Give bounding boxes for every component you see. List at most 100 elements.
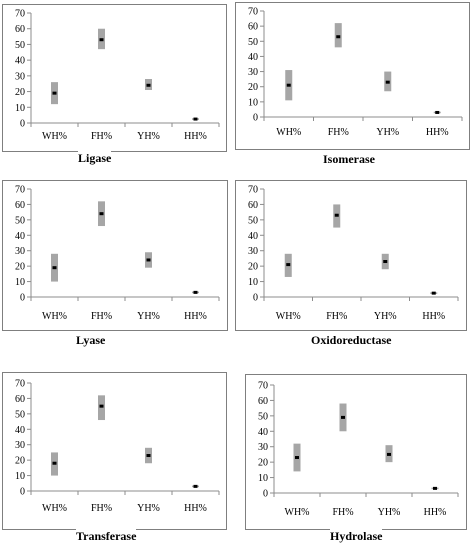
y-tick-label: 30 bbox=[15, 71, 25, 82]
chart-oxidoreductase: 0 10 20 30 40 50 60 70 WH% FH% YH% HH% bbox=[248, 185, 459, 322]
y-tick-label: 10 bbox=[258, 473, 268, 484]
y-tick-label: 0 bbox=[20, 487, 25, 498]
x-tick-label: WH% bbox=[42, 503, 67, 514]
mean-marker bbox=[193, 117, 198, 121]
chart-hydrolase: 0 10 20 30 40 50 60 70 WH% FH% YH% HH% bbox=[258, 381, 459, 518]
y-tick-label: 70 bbox=[258, 381, 268, 392]
chart-panel-hydrolase: 0 10 20 30 40 50 60 70 WH% FH% YH% HH% bbox=[245, 374, 467, 530]
chart-title-transferase: Transferase bbox=[76, 529, 137, 543]
y-tick-label: 20 bbox=[248, 262, 258, 273]
y-tick-label: 0 bbox=[20, 119, 25, 130]
x-tick-label: HH% bbox=[184, 503, 207, 514]
x-tick-label: FH% bbox=[91, 503, 112, 514]
y-tick-label: 30 bbox=[248, 246, 258, 257]
y-tick-label: 70 bbox=[15, 185, 25, 196]
mean-marker bbox=[433, 486, 437, 490]
chart-title-ligase: Ligase bbox=[78, 151, 112, 165]
mean-marker bbox=[146, 83, 151, 87]
x-tick-label: FH% bbox=[326, 311, 347, 322]
y-tick-label: 50 bbox=[15, 409, 25, 420]
mean-marker bbox=[52, 461, 57, 465]
chart-panel-lyase: 0 10 20 30 40 50 60 70 WH% FH% YH% HH% bbox=[2, 180, 228, 331]
y-tick-label: 20 bbox=[248, 82, 258, 93]
chart-transferase: 0 10 20 30 40 50 60 70 WH% FH% YH% HH% bbox=[15, 379, 220, 514]
y-tick-label: 70 bbox=[15, 9, 25, 20]
x-tick-label: HH% bbox=[184, 131, 207, 142]
y-tick-label: 20 bbox=[15, 456, 25, 467]
y-tick-label: 20 bbox=[15, 87, 25, 98]
chart-title-hydrolase: Hydrolase bbox=[330, 529, 383, 543]
range-bar bbox=[334, 23, 342, 48]
y-tick-label: 10 bbox=[15, 277, 25, 288]
y-tick-label: 50 bbox=[248, 37, 258, 48]
x-tick-label: YH% bbox=[378, 507, 401, 518]
mean-marker bbox=[336, 35, 341, 39]
y-tick-label: 70 bbox=[248, 7, 258, 18]
y-tick-label: 10 bbox=[248, 97, 258, 108]
chart-lyase: 0 10 20 30 40 50 60 70 WH% FH% YH% HH% bbox=[15, 185, 220, 322]
mean-marker bbox=[52, 266, 57, 270]
x-tick-label: WH% bbox=[42, 131, 67, 142]
y-tick-label: 40 bbox=[15, 425, 25, 436]
chart-panel-ligase: 0 10 20 30 40 50 60 70 WH% FH% YH% HH% bbox=[2, 4, 227, 152]
y-tick-label: 30 bbox=[248, 67, 258, 78]
mean-marker bbox=[193, 484, 198, 488]
chart-isomerase: 0 10 20 30 40 50 60 70 WH% FH% YH% HH% bbox=[248, 7, 463, 138]
y-tick-label: 60 bbox=[15, 24, 25, 35]
x-tick-label: WH% bbox=[276, 311, 301, 322]
y-tick-label: 30 bbox=[15, 246, 25, 257]
y-tick-label: 40 bbox=[258, 427, 268, 438]
mean-marker bbox=[387, 452, 391, 456]
chart-ligase: 0 10 20 30 40 50 60 70 WH% FH% YH% HH% bbox=[15, 9, 220, 142]
mean-marker bbox=[146, 454, 151, 458]
chart-title-oxidoreductase: Oxidoreductase bbox=[311, 333, 392, 347]
y-tick-label: 0 bbox=[253, 293, 258, 304]
mean-marker bbox=[193, 290, 198, 294]
x-tick-label: YH% bbox=[376, 127, 399, 138]
y-tick-label: 20 bbox=[15, 262, 25, 273]
y-tick-label: 60 bbox=[248, 200, 258, 211]
y-tick-label: 30 bbox=[15, 440, 25, 451]
y-tick-label: 60 bbox=[248, 22, 258, 33]
y-tick-label: 50 bbox=[258, 411, 268, 422]
chart-title-lyase: Lyase bbox=[76, 333, 122, 347]
mean-marker bbox=[383, 260, 388, 264]
x-tick-label: WH% bbox=[276, 127, 301, 138]
x-tick-label: WH% bbox=[42, 311, 67, 322]
y-tick-label: 40 bbox=[248, 52, 258, 63]
chart-panel-isomerase: 0 10 20 30 40 50 60 70 WH% FH% YH% HH% bbox=[235, 2, 470, 150]
x-tick-label: HH% bbox=[426, 127, 449, 138]
mean-marker bbox=[99, 404, 104, 408]
x-tick-label: FH% bbox=[328, 127, 349, 138]
mean-marker bbox=[99, 212, 104, 216]
chart-title-isomerase: Isomerase bbox=[323, 152, 375, 166]
y-tick-label: 10 bbox=[248, 277, 258, 288]
y-tick-label: 60 bbox=[258, 396, 268, 407]
y-tick-label: 40 bbox=[15, 56, 25, 67]
mean-marker bbox=[334, 213, 339, 217]
x-tick-label: FH% bbox=[91, 311, 112, 322]
mean-marker bbox=[295, 456, 299, 460]
x-tick-label: YH% bbox=[137, 131, 160, 142]
x-tick-label: HH% bbox=[424, 507, 447, 518]
mean-marker bbox=[99, 38, 104, 42]
y-tick-label: 50 bbox=[15, 215, 25, 226]
x-tick-label: HH% bbox=[422, 311, 445, 322]
y-tick-label: 40 bbox=[15, 231, 25, 242]
y-tick-label: 60 bbox=[15, 394, 25, 405]
y-tick-label: 10 bbox=[15, 103, 25, 114]
mean-marker bbox=[146, 258, 151, 262]
y-tick-label: 0 bbox=[253, 113, 258, 124]
y-tick-label: 0 bbox=[263, 489, 268, 500]
y-tick-label: 70 bbox=[248, 185, 258, 196]
chart-panel-transferase: 0 10 20 30 40 50 60 70 WH% FH% YH% HH% bbox=[2, 372, 227, 530]
x-tick-label: YH% bbox=[137, 503, 160, 514]
mean-marker bbox=[385, 80, 390, 84]
y-tick-label: 30 bbox=[258, 442, 268, 453]
y-tick-label: 10 bbox=[15, 471, 25, 482]
x-tick-label: YH% bbox=[137, 311, 160, 322]
mean-marker bbox=[341, 415, 345, 419]
mean-marker bbox=[52, 91, 57, 95]
y-tick-label: 60 bbox=[15, 200, 25, 211]
mean-marker bbox=[431, 291, 436, 295]
